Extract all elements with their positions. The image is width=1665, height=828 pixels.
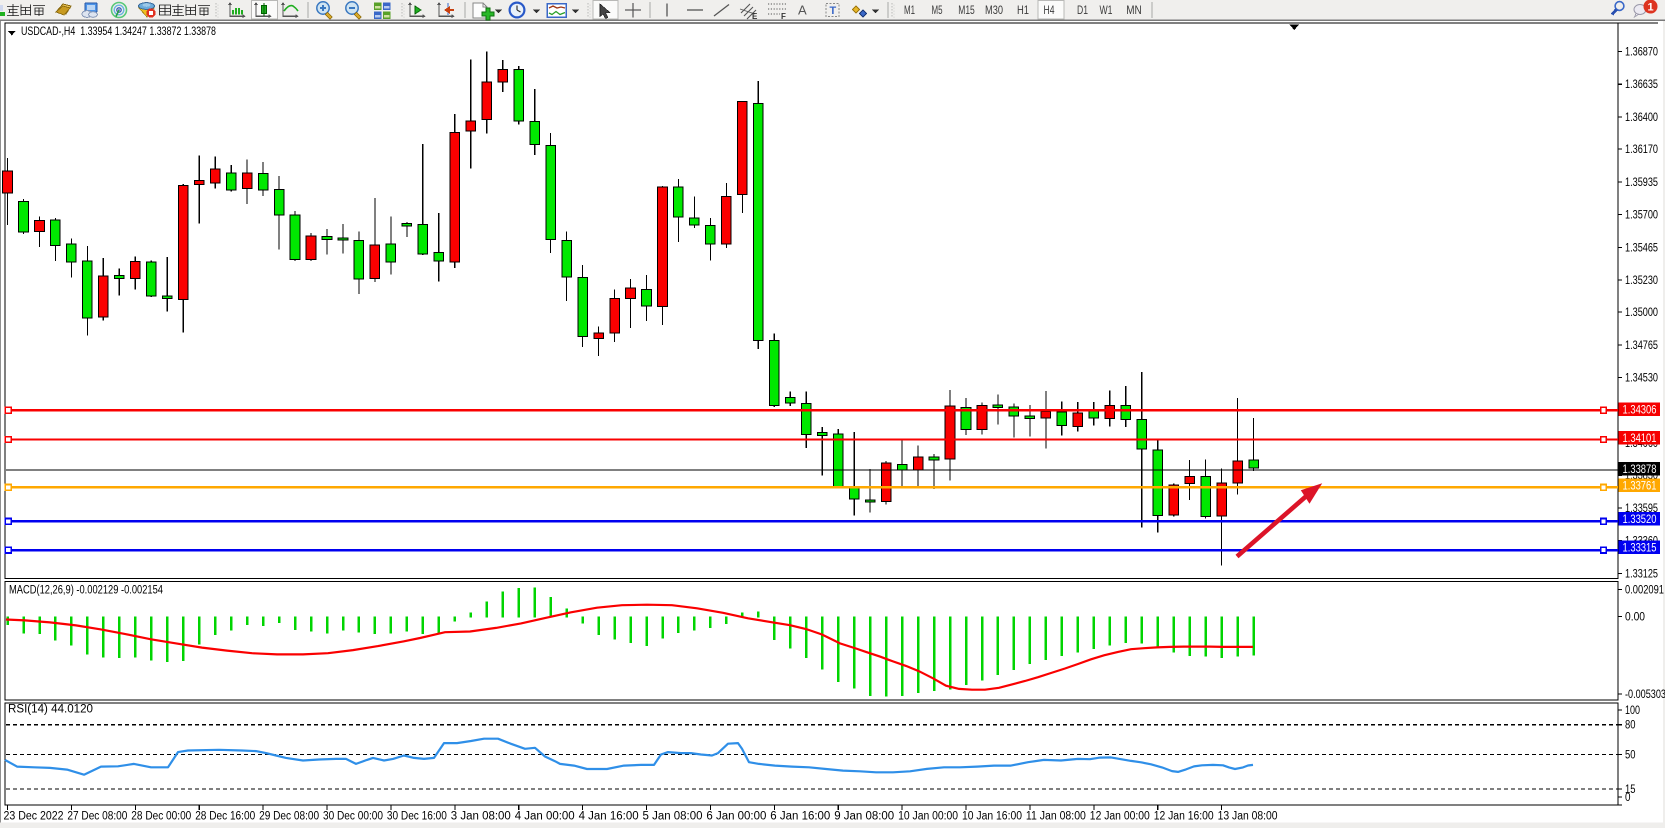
svg-text:13 Jan 08:00: 13 Jan 08:00 [1218, 811, 1278, 823]
svg-text:30 Dec 00:00: 30 Dec 00:00 [323, 811, 383, 823]
svg-text:1.36870: 1.36870 [1625, 47, 1658, 59]
svg-text:M30: M30 [985, 3, 1003, 17]
svg-text:1.35230: 1.35230 [1625, 275, 1658, 287]
svg-text:4 Jan 00:00: 4 Jan 00:00 [515, 811, 575, 823]
svg-text:1.33878: 1.33878 [1623, 464, 1657, 476]
svg-text:D1: D1 [1077, 3, 1088, 17]
svg-text:RSI(14) 44.0120: RSI(14) 44.0120 [8, 704, 93, 716]
svg-text:12 Jan 00:00: 12 Jan 00:00 [1090, 811, 1150, 823]
svg-text:1: 1 [1647, 2, 1653, 14]
svg-text:1.35000: 1.35000 [1625, 307, 1658, 319]
svg-text:H1: H1 [1017, 3, 1029, 17]
svg-text:M15: M15 [958, 3, 975, 17]
svg-text:H4: H4 [1044, 3, 1055, 17]
svg-text:1.34765: 1.34765 [1625, 340, 1658, 352]
svg-text:1.34101: 1.34101 [1623, 433, 1657, 445]
svg-text:1.33125: 1.33125 [1625, 568, 1658, 580]
svg-text:MN: MN [1126, 3, 1142, 17]
svg-text:100: 100 [1625, 705, 1640, 717]
svg-text:E: E [752, 12, 758, 21]
svg-text:MACD(12,26,9) -0.002129 -0.002: MACD(12,26,9) -0.002129 -0.002154 [9, 585, 163, 597]
svg-text:1.34306: 1.34306 [1623, 405, 1657, 417]
svg-text:1.33315: 1.33315 [1623, 542, 1657, 554]
svg-text:12 Jan 16:00: 12 Jan 16:00 [1154, 811, 1214, 823]
svg-text:1.36170: 1.36170 [1625, 144, 1658, 156]
svg-text:1.35700: 1.35700 [1625, 210, 1658, 222]
svg-text:1.35465: 1.35465 [1625, 242, 1658, 254]
svg-text:M5: M5 [932, 3, 943, 17]
svg-text:28 Dec 16:00: 28 Dec 16:00 [195, 811, 255, 823]
svg-text:6 Jan 00:00: 6 Jan 00:00 [706, 811, 766, 823]
svg-text:1.34530: 1.34530 [1625, 373, 1658, 385]
svg-text:80: 80 [1625, 720, 1636, 732]
svg-text:M1: M1 [904, 3, 915, 17]
svg-text:USDCAD-,H4 1.33954 1.34247 1.: USDCAD-,H4 1.33954 1.34247 1.33872 1.338… [21, 24, 216, 38]
svg-text:29 Dec 08:00: 29 Dec 08:00 [259, 811, 319, 823]
svg-text:28 Dec 00:00: 28 Dec 00:00 [131, 811, 191, 823]
svg-text:4 Jan 16:00: 4 Jan 16:00 [579, 811, 639, 823]
svg-text:9 Jan 08:00: 9 Jan 08:00 [834, 811, 894, 823]
svg-text:0.00: 0.00 [1625, 611, 1645, 623]
svg-text:0: 0 [1625, 792, 1631, 804]
svg-text:5 Jan 08:00: 5 Jan 08:00 [643, 811, 703, 823]
svg-text:W1: W1 [1100, 3, 1113, 17]
svg-text:10 Jan 00:00: 10 Jan 00:00 [898, 811, 958, 823]
svg-text:50: 50 [1625, 750, 1636, 762]
svg-text:30 Dec 16:00: 30 Dec 16:00 [387, 811, 447, 823]
svg-text:3 Jan 08:00: 3 Jan 08:00 [451, 811, 511, 823]
svg-text:23 Dec 2022: 23 Dec 2022 [4, 811, 64, 823]
svg-text:0.002091: 0.002091 [1625, 584, 1664, 596]
svg-text:-0.005303: -0.005303 [1625, 689, 1665, 701]
svg-text:1.33761: 1.33761 [1623, 480, 1657, 492]
svg-text:1.36635: 1.36635 [1625, 79, 1658, 91]
svg-text:A: A [798, 3, 807, 18]
svg-text:1.33520: 1.33520 [1623, 514, 1657, 526]
svg-text:27 Dec 08:00: 27 Dec 08:00 [67, 811, 127, 823]
svg-text:15: 15 [1625, 784, 1636, 796]
svg-text:1.35935: 1.35935 [1625, 177, 1658, 189]
svg-text:T: T [830, 5, 837, 17]
svg-text:11 Jan 08:00: 11 Jan 08:00 [1026, 811, 1086, 823]
svg-text:F: F [781, 12, 786, 21]
svg-text:6 Jan 16:00: 6 Jan 16:00 [770, 811, 830, 823]
svg-text:1.36400: 1.36400 [1625, 112, 1658, 124]
svg-text:10 Jan 16:00: 10 Jan 16:00 [962, 811, 1022, 823]
